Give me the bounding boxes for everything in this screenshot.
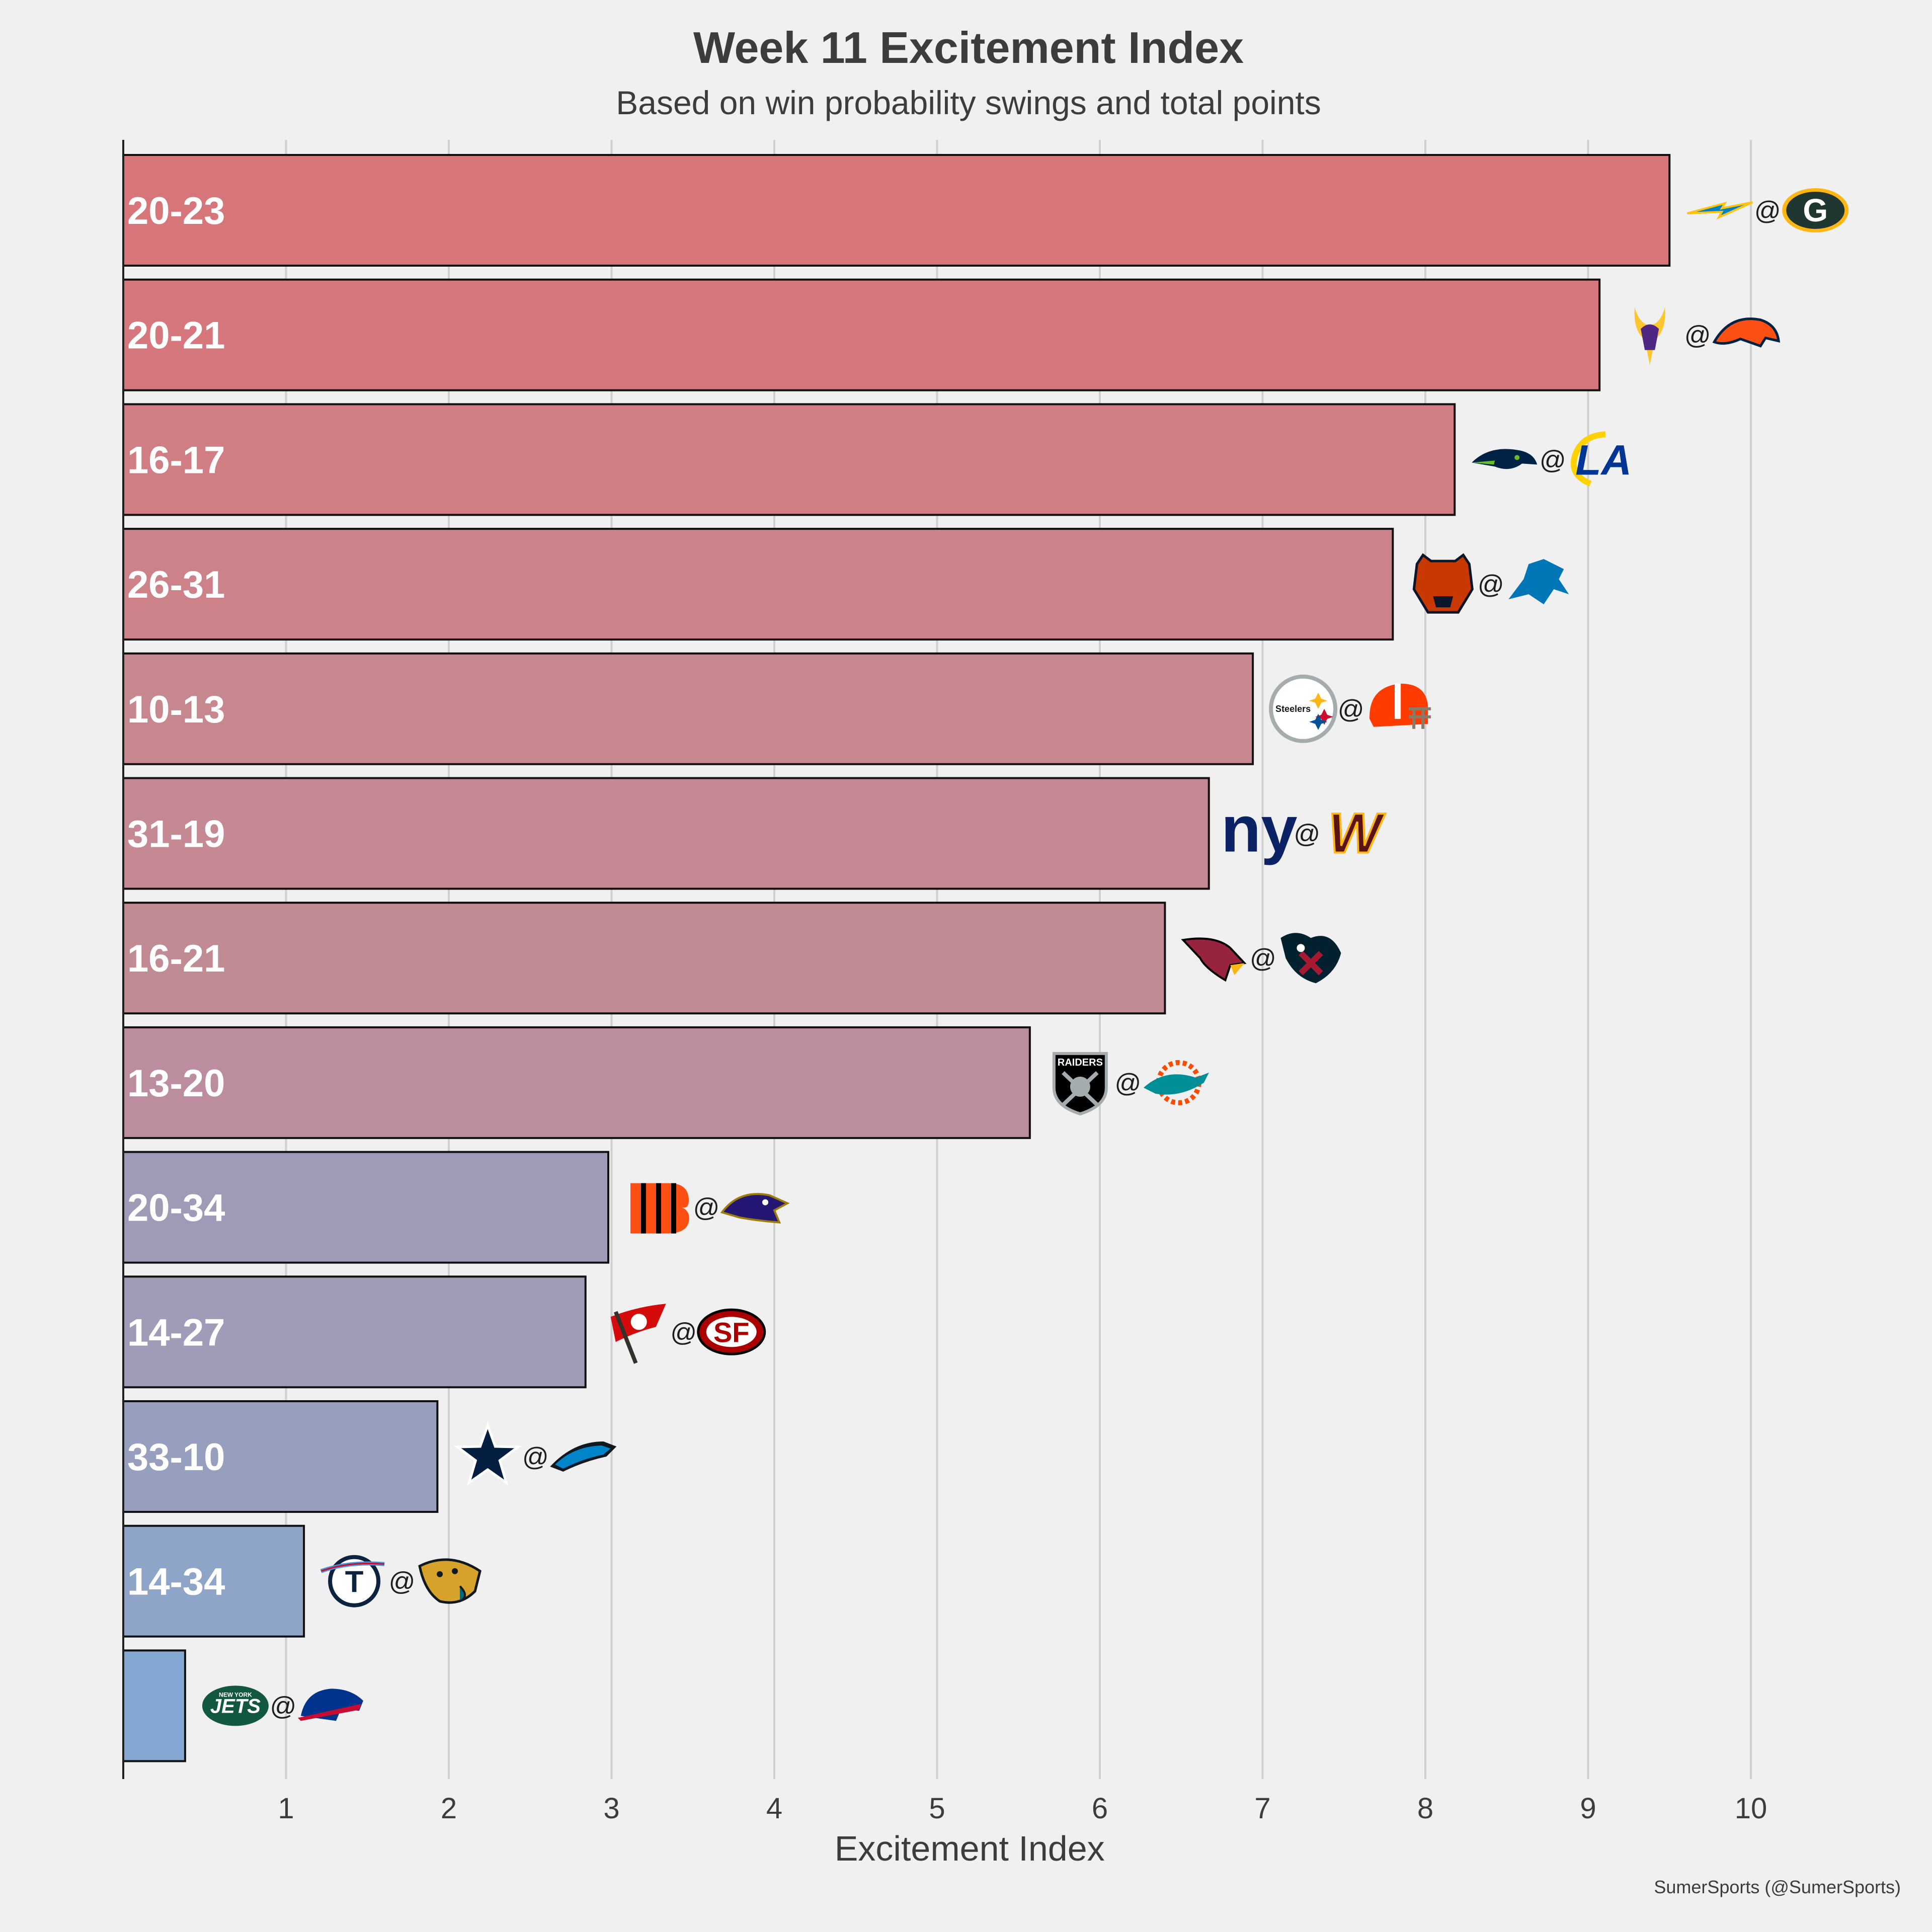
- chart-title: Week 11 Excitement Index: [693, 23, 1244, 72]
- at-symbol: @: [1338, 695, 1364, 724]
- at-symbol: @: [670, 1318, 697, 1347]
- x-tick-label: 10: [1735, 1792, 1767, 1825]
- svg-text:ny: ny: [1221, 792, 1298, 866]
- at-symbol: @: [1294, 820, 1320, 849]
- team-logos: @ G@@ LA@Steelers @ny@ W@RAIDERS@@@ SF@T @JETS…: [202, 188, 1849, 1726]
- bar: [122, 1649, 186, 1762]
- at-symbol: @: [270, 1692, 297, 1721]
- x-tick-label: 8: [1417, 1792, 1433, 1825]
- bar: [122, 652, 1254, 765]
- bar-score-label: 10-13: [127, 688, 225, 731]
- bar-score-label: 14-34: [127, 1561, 225, 1603]
- svg-text:RAIDERS: RAIDERS: [1058, 1057, 1103, 1068]
- at-symbol: @: [389, 1567, 416, 1596]
- svg-text:LA: LA: [1575, 436, 1632, 484]
- svg-text:NEW YORK: NEW YORK: [219, 1691, 252, 1698]
- at-symbol: @: [522, 1442, 549, 1472]
- at-symbol: @: [693, 1193, 720, 1223]
- ny-letters-icon: ny: [1221, 792, 1298, 866]
- at-symbol: @: [1250, 944, 1276, 973]
- viking-head-icon: [1634, 307, 1665, 365]
- bar: [122, 1026, 1031, 1139]
- svg-text:SF: SF: [713, 1316, 750, 1348]
- b-stripes-icon: [630, 1183, 689, 1234]
- bar: [122, 154, 1671, 267]
- at-symbol: @: [1754, 196, 1781, 225]
- bar-score-label: 14-27: [127, 1311, 225, 1354]
- svg-text:JETS: JETS: [210, 1695, 261, 1717]
- bar-score-label: 13-20: [127, 1062, 225, 1105]
- credit-text: SumerSports (@SumerSports): [1654, 1877, 1901, 1897]
- lion-icon: [1508, 559, 1569, 605]
- x-tick-label: 3: [603, 1792, 619, 1825]
- bar-score-label: 33-10: [127, 1436, 225, 1479]
- flag-icon: [610, 1304, 666, 1364]
- bar-score-label: 16-21: [127, 937, 225, 980]
- svg-text:T: T: [345, 1565, 364, 1599]
- raven-head-icon: [720, 1193, 790, 1224]
- horse-head-icon: [1712, 317, 1781, 348]
- bar-score-label: 16-17: [127, 439, 225, 481]
- bar-score-label: 31-19: [127, 813, 225, 856]
- x-tick-label: 2: [441, 1792, 457, 1825]
- svg-text:G: G: [1803, 192, 1828, 228]
- chart-subtitle: Based on win probability swings and tota…: [616, 84, 1321, 121]
- at-symbol: @: [1478, 570, 1504, 599]
- x-tick-label: 6: [1092, 1792, 1108, 1825]
- bar: [122, 1151, 610, 1264]
- bar: [122, 528, 1394, 641]
- bull-head-icon: [1280, 933, 1341, 984]
- la-letters-icon: LA: [1570, 431, 1632, 487]
- x-tick-label: 9: [1580, 1792, 1596, 1825]
- steelers-hypocycloids-icon: Steelers: [1269, 674, 1338, 743]
- bar: [122, 902, 1166, 1015]
- x-tick-label: 1: [278, 1792, 294, 1825]
- bars: 20-23 20-21 16-17 26-31 10-13 31-19 16-21 13-20…: [122, 154, 1671, 1762]
- bar-score-label: 20-21: [127, 314, 225, 357]
- x-tick-label: 4: [766, 1792, 782, 1825]
- sf-oval-icon: SF: [697, 1308, 766, 1355]
- x-tick-label: 7: [1254, 1792, 1270, 1825]
- bar-score-label: 20-34: [127, 1187, 225, 1230]
- bison-icon: [297, 1688, 363, 1721]
- at-symbol: @: [1684, 321, 1711, 350]
- x-axis-title: Excitement Index: [835, 1829, 1105, 1868]
- bar: [122, 1275, 587, 1389]
- bolt-icon: [1686, 201, 1753, 220]
- bar: [122, 777, 1210, 890]
- bar: [122, 278, 1601, 391]
- bar-score-label: 20-23: [127, 190, 225, 232]
- at-symbol: @: [1114, 1069, 1141, 1098]
- bar: [122, 1400, 439, 1513]
- svg-text:W: W: [1328, 802, 1386, 865]
- raiders-shield-icon: RAIDERS: [1052, 1052, 1108, 1116]
- x-tick-label: 5: [929, 1792, 945, 1825]
- g-oval-icon: G: [1782, 188, 1849, 232]
- dolphin-icon: [1143, 1060, 1209, 1105]
- helmet-icon: [1370, 683, 1431, 729]
- star-icon: [454, 1421, 522, 1486]
- axes: 1 2 3 4 5 6 7 8 9 10 Excitement Index: [122, 140, 1767, 1868]
- cardinal-head-icon: [1181, 937, 1247, 982]
- jaguar-head-icon: [418, 1558, 481, 1604]
- bar: [122, 1524, 305, 1638]
- at-symbol: @: [1540, 445, 1566, 474]
- svg-text:Steelers: Steelers: [1275, 704, 1311, 714]
- w-letter-icon: W: [1327, 801, 1387, 866]
- panther-icon: [550, 1441, 617, 1472]
- bar: [122, 403, 1456, 516]
- bear-head-icon: [1412, 553, 1474, 614]
- bar-score-label: 26-31: [127, 564, 225, 606]
- titans-t-icon: T: [320, 1555, 385, 1607]
- seahawk-head-icon: [1472, 449, 1538, 469]
